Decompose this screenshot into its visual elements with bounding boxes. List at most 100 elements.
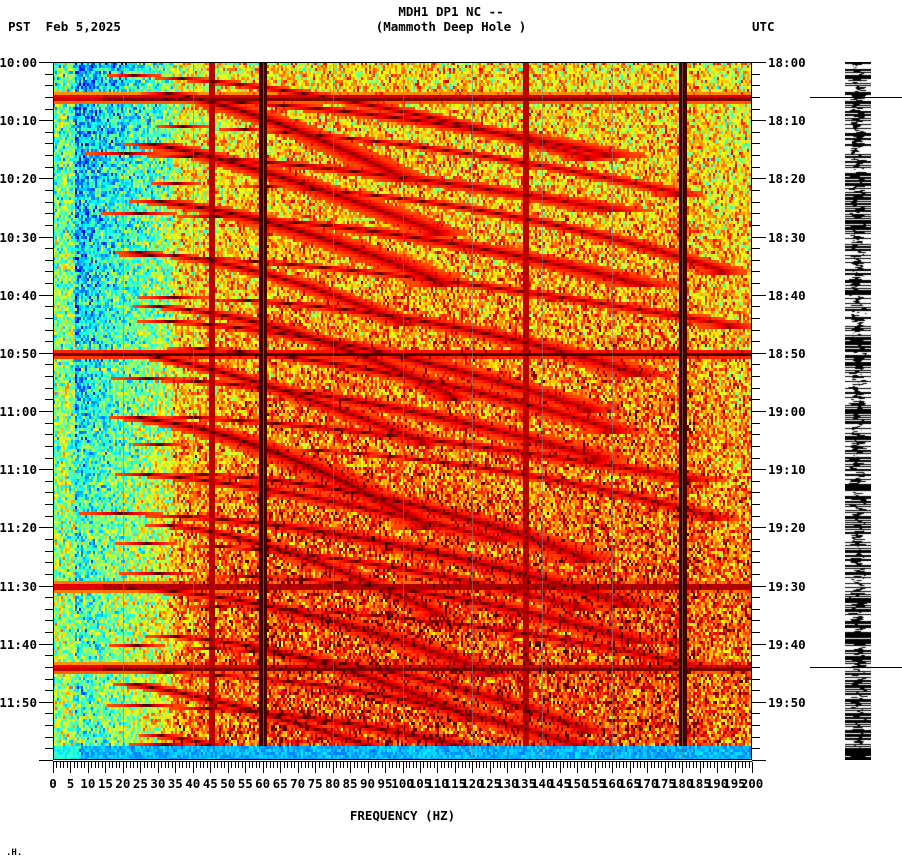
freq-axis-major-tick — [752, 762, 753, 773]
right-axis-minor-tick — [752, 85, 760, 86]
freq-axis-minor-tick — [413, 762, 414, 768]
right-axis-tick-label: 19:30 — [768, 579, 806, 594]
left-axis-major-tick — [39, 178, 53, 179]
left-axis-minor-tick — [45, 225, 53, 226]
freq-axis-tick-label: 20 — [115, 776, 131, 791]
freq-axis-minor-tick — [329, 762, 330, 768]
freq-axis-major-tick — [210, 762, 211, 773]
freq-axis-minor-tick — [483, 762, 484, 768]
freq-axis-major-tick — [298, 762, 299, 773]
freq-axis-major-tick — [560, 762, 561, 773]
freq-axis-minor-tick — [581, 762, 582, 768]
right-axis-tick-label: 18:40 — [768, 288, 806, 303]
left-axis-minor-tick — [45, 376, 53, 377]
frequency-axis-title: FREQUENCY (HZ) — [349, 808, 456, 823]
left-axis-minor-tick — [45, 423, 53, 424]
right-axis-minor-tick — [752, 306, 760, 307]
freq-axis-minor-tick — [340, 762, 341, 768]
left-axis-minor-tick — [45, 213, 53, 214]
left-axis-tick-label: 10:40 — [0, 288, 37, 303]
freq-axis-minor-tick — [469, 762, 470, 768]
freq-axis-minor-tick — [277, 762, 278, 768]
freq-axis-minor-tick — [623, 762, 624, 768]
right-axis-minor-tick — [752, 248, 760, 249]
freq-axis-minor-tick — [749, 762, 750, 768]
freq-axis-minor-tick — [214, 762, 215, 768]
spectrogram-plot[interactable] — [53, 62, 752, 760]
freq-axis-minor-tick — [640, 762, 641, 768]
freq-axis-minor-tick — [434, 762, 435, 768]
freq-axis-minor-tick — [179, 762, 180, 768]
left-axis-tick-label: 10:10 — [0, 113, 37, 128]
freq-axis-tick-label: 0 — [49, 776, 57, 791]
freq-axis-major-tick — [140, 762, 141, 773]
freq-axis-minor-tick — [598, 762, 599, 768]
freq-axis-minor-tick — [56, 762, 57, 768]
freq-axis-tick-label: 185 — [688, 776, 711, 791]
left-axis-minor-tick — [45, 748, 53, 749]
left-axis-major-tick — [39, 295, 53, 296]
freq-axis-minor-tick — [406, 762, 407, 768]
left-axis-tick-label: 10:30 — [0, 230, 37, 245]
freq-axis-minor-tick — [476, 762, 477, 768]
freq-axis-major-tick — [193, 762, 194, 773]
freq-axis-minor-tick — [500, 762, 501, 768]
freq-axis-minor-tick — [126, 762, 127, 768]
right-axis-tick-label: 18:10 — [768, 113, 806, 128]
right-axis-minor-tick — [752, 574, 760, 575]
right-axis-tick-label: 19:00 — [768, 404, 806, 419]
freq-axis-minor-tick — [95, 762, 96, 768]
right-axis-major-tick — [752, 295, 766, 296]
right-axis-minor-tick — [752, 725, 760, 726]
freq-axis-major-tick — [525, 762, 526, 773]
freq-axis-minor-tick — [693, 762, 694, 768]
left-axis-major-tick — [39, 702, 53, 703]
right-axis-minor-tick — [752, 690, 760, 691]
left-axis-minor-tick — [45, 725, 53, 726]
left-axis-minor-tick — [45, 318, 53, 319]
left-axis-tick-label: 11:30 — [0, 579, 37, 594]
left-axis-minor-tick — [45, 609, 53, 610]
freq-axis-minor-tick — [130, 762, 131, 768]
freq-axis-minor-tick — [710, 762, 711, 768]
freq-axis-minor-tick — [602, 762, 603, 768]
left-axis-minor-tick — [45, 364, 53, 365]
freq-axis-minor-tick — [521, 762, 522, 768]
right-axis-minor-tick — [752, 551, 760, 552]
freq-axis-tick-label: 90 — [360, 776, 376, 791]
freq-axis-minor-tick — [182, 762, 183, 768]
right-axis-minor-tick — [752, 202, 760, 203]
left-axis-minor-tick — [45, 74, 53, 75]
left-axis-minor-tick — [45, 306, 53, 307]
freq-axis-minor-tick — [382, 762, 383, 768]
spectrogram-canvas[interactable] — [53, 62, 752, 760]
freq-axis-minor-tick — [361, 762, 362, 768]
right-axis-tick-label: 19:20 — [768, 520, 806, 535]
left-axis-tick-label: 11:40 — [0, 637, 37, 652]
freq-axis-minor-tick — [81, 762, 82, 768]
freq-axis-minor-tick — [154, 762, 155, 768]
right-axis-major-tick — [752, 62, 766, 63]
left-axis-minor-tick — [45, 492, 53, 493]
freq-axis-major-tick — [123, 762, 124, 773]
freq-axis-tick-label: 155 — [583, 776, 607, 791]
freq-axis-minor-tick — [731, 762, 732, 768]
freq-axis-tick-label: 65 — [272, 776, 288, 791]
freq-axis-minor-tick — [144, 762, 145, 768]
freq-axis-minor-tick — [518, 762, 519, 768]
freq-axis-tick-label: 80 — [325, 776, 341, 791]
trace-event-marker — [810, 667, 902, 668]
freq-axis-minor-tick — [165, 762, 166, 768]
right-axis-minor-tick — [752, 434, 760, 435]
left-axis-tick-label: 10:20 — [0, 171, 37, 186]
seismic-trace-panel — [810, 62, 902, 760]
freq-axis-minor-tick — [84, 762, 85, 768]
freq-axis-minor-tick — [609, 762, 610, 768]
right-axis-minor-tick — [752, 481, 760, 482]
freq-axis-major-tick — [175, 762, 176, 773]
freq-axis-minor-tick — [651, 762, 652, 768]
freq-axis-minor-tick — [430, 762, 431, 768]
right-axis-minor-tick — [752, 713, 760, 714]
freq-axis-major-tick — [700, 762, 701, 773]
right-axis-minor-tick — [752, 341, 760, 342]
